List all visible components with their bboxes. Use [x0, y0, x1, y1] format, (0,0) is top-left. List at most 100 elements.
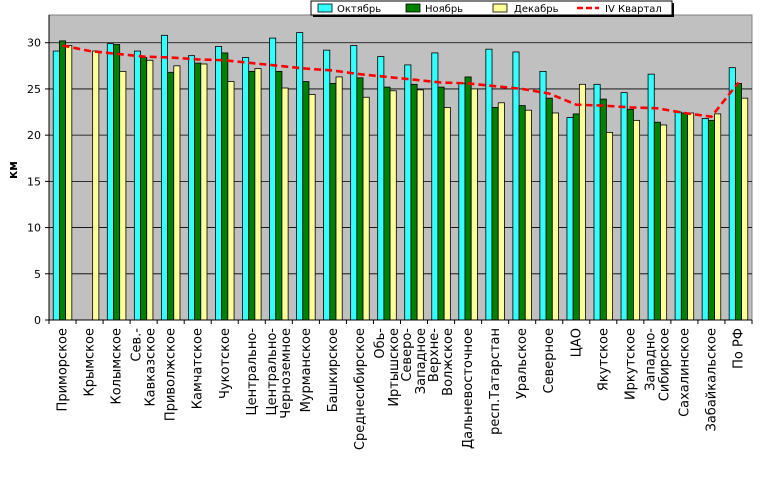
bar — [728, 67, 736, 321]
y-tick-label: 0 — [34, 314, 41, 327]
bar — [200, 63, 208, 321]
bar — [65, 45, 73, 321]
bar — [620, 92, 628, 321]
bar — [647, 73, 655, 321]
bar — [512, 51, 520, 321]
category-label: Уральское — [515, 328, 530, 399]
bar — [248, 70, 256, 321]
plot-area — [48, 14, 753, 321]
bar — [518, 105, 526, 321]
category-label: Башкирское — [326, 328, 341, 412]
legend: Октябрь Ноябрь Декабрь IV Квартал — [310, 0, 674, 17]
bar — [545, 97, 553, 321]
bar — [119, 70, 127, 321]
bar — [443, 107, 451, 321]
category-label: Центрально- — [265, 328, 280, 416]
bar — [491, 107, 499, 321]
legend-swatch — [317, 3, 333, 13]
bar — [578, 83, 586, 321]
category-label: Сахалинское — [677, 328, 692, 417]
bar — [416, 89, 424, 321]
y-tick-label: 25 — [27, 83, 41, 96]
bar — [269, 37, 277, 321]
bar — [470, 88, 478, 321]
category-label: Сибирское — [657, 328, 672, 401]
line-series — [62, 44, 740, 119]
category-label: Центрально- — [245, 328, 260, 416]
legend-box — [310, 0, 673, 16]
legend-label: Октябрь — [337, 4, 381, 15]
bar — [188, 55, 196, 321]
category-label: Крымское — [83, 328, 98, 397]
bar — [254, 68, 262, 321]
category-label: Северное — [542, 328, 557, 393]
bar — [593, 83, 601, 321]
legend-label: Ноябрь — [425, 4, 463, 15]
bar — [701, 118, 709, 321]
category-label: Приволжское — [164, 328, 179, 421]
category-label: Западно- — [643, 328, 658, 391]
bar — [458, 82, 466, 321]
category-label: Колымское — [110, 328, 125, 405]
bar — [383, 86, 391, 321]
bar — [92, 50, 100, 321]
bar — [680, 112, 688, 321]
bar — [566, 117, 574, 321]
bar — [215, 46, 223, 321]
category-label: Чукотское — [218, 328, 233, 399]
bar — [221, 52, 229, 321]
bar — [485, 48, 493, 321]
bar — [707, 119, 715, 321]
bar — [404, 64, 412, 321]
bar — [133, 50, 141, 321]
bar — [275, 70, 283, 321]
bar — [572, 113, 580, 321]
bar — [160, 34, 168, 321]
bar — [497, 102, 505, 321]
bar — [356, 77, 364, 321]
bar — [106, 43, 114, 321]
bar — [362, 96, 370, 321]
bar — [302, 81, 310, 321]
category-label: Волжское — [441, 328, 456, 396]
y-axis-title: км — [6, 161, 20, 179]
category-label: Камчатское — [191, 328, 206, 409]
bar — [389, 90, 397, 321]
bar — [173, 65, 181, 321]
bar — [140, 57, 148, 321]
legend-swatch — [492, 3, 508, 13]
axes: 0 5 10 15 20 25 30 — [27, 15, 753, 327]
bar — [633, 119, 641, 321]
bar — [464, 76, 472, 321]
category-label: Приморское — [56, 328, 71, 411]
bar — [335, 76, 343, 321]
bar — [741, 97, 749, 321]
bar — [296, 32, 304, 321]
category-label: Западное — [414, 328, 429, 394]
bar — [59, 40, 67, 321]
bar — [653, 121, 661, 321]
bar — [323, 49, 331, 321]
plot-background — [48, 14, 753, 321]
bar — [524, 109, 532, 321]
category-label: Дальневосточное — [461, 328, 476, 449]
category-labels: Приморское Крымское Колымское Сев.- Кавказск… — [56, 328, 747, 450]
category-label: Иртышское — [387, 328, 402, 407]
bar — [194, 62, 202, 321]
bar — [350, 45, 358, 321]
bar — [329, 82, 337, 321]
category-label: Сев.- — [130, 328, 145, 362]
bar — [660, 124, 668, 321]
y-tick-label: 15 — [27, 175, 41, 188]
bar — [605, 131, 613, 321]
bar — [734, 82, 742, 321]
bar — [113, 44, 121, 321]
legend-label: IV Квартал — [605, 4, 662, 15]
bar — [146, 59, 154, 321]
category-label: Обь- — [373, 328, 388, 359]
bar — [437, 86, 445, 321]
category-label: Среднесибирское — [353, 328, 368, 450]
y-tick-label: 10 — [27, 222, 41, 235]
category-label: Черноземное — [279, 328, 294, 419]
